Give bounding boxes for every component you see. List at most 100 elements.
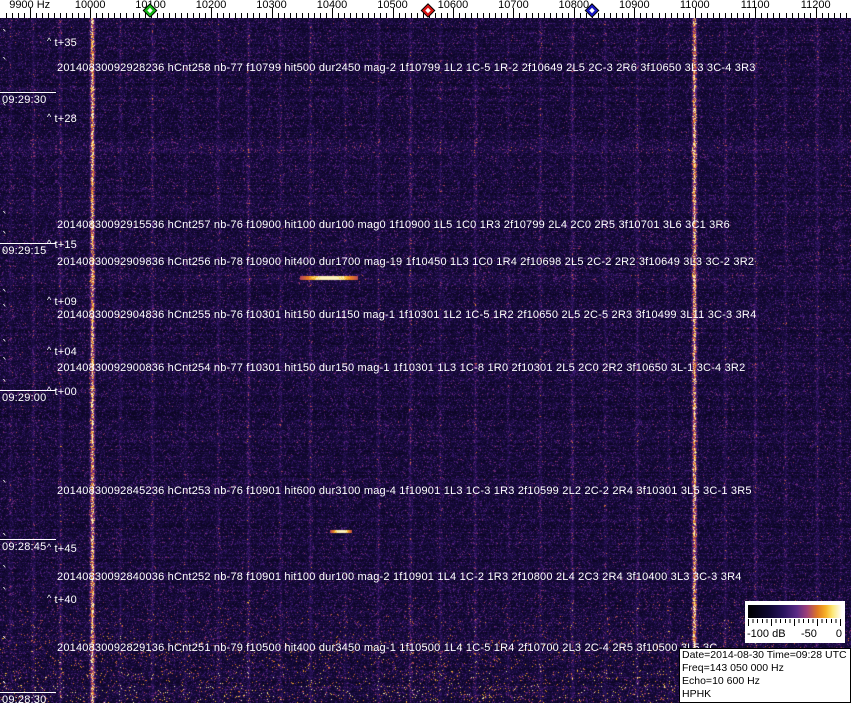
ruler-label: 10600 bbox=[437, 0, 469, 11]
ruler-tick bbox=[579, 13, 581, 18]
ruler-tick bbox=[561, 13, 563, 18]
edge-tick-icon: ` bbox=[1, 29, 9, 44]
ruler-tick bbox=[368, 13, 370, 18]
time-mark-label: t+40 bbox=[54, 594, 77, 606]
time-mark-label: t+45 bbox=[54, 543, 77, 555]
time-mark: ^ t+35 bbox=[47, 36, 77, 49]
time-mark: ^ t+04 bbox=[47, 345, 77, 358]
time-label: 09:29:15 bbox=[2, 245, 47, 257]
ruler-tick bbox=[156, 13, 158, 18]
ruler-tick bbox=[108, 13, 110, 18]
ruler-tick bbox=[434, 13, 436, 18]
ruler-tick bbox=[295, 13, 297, 18]
ruler-tick bbox=[338, 13, 339, 18]
freq-marker-green-icon[interactable] bbox=[142, 3, 158, 18]
ruler-tick bbox=[459, 13, 460, 18]
ruler-tick bbox=[718, 13, 720, 18]
ruler-tick bbox=[223, 13, 225, 18]
db-label-max: 0 bbox=[835, 628, 842, 640]
edge-tick-icon: ` bbox=[1, 339, 9, 354]
ruler-tick bbox=[821, 13, 823, 18]
ruler-tick bbox=[646, 13, 648, 18]
ruler-tick bbox=[144, 13, 146, 18]
ruler-tick bbox=[664, 13, 666, 18]
spectrogram-display[interactable] bbox=[0, 18, 851, 703]
ruler-tick bbox=[797, 13, 799, 18]
ruler-label: 11000 bbox=[679, 0, 710, 11]
ruler-tick bbox=[507, 13, 509, 18]
ruler-tick bbox=[706, 13, 708, 18]
ruler-tick bbox=[59, 13, 61, 18]
info-box: Date=2014-08-30 Time=09:28 UTC Freq=143 … bbox=[679, 648, 851, 703]
ruler-tick bbox=[833, 13, 835, 18]
ruler-tick bbox=[174, 13, 176, 18]
time-mark-label: t+04 bbox=[54, 346, 77, 358]
ruler-tick bbox=[17, 13, 19, 18]
ruler-tick bbox=[567, 13, 569, 18]
info-frequency: Freq=143 050 000 Hz bbox=[682, 662, 784, 674]
ruler-tick bbox=[72, 13, 73, 18]
detection-line: 20140830092900836 hCnt254 nb-77 f10301 h… bbox=[57, 362, 746, 374]
time-mark: ^ t+40 bbox=[47, 593, 77, 606]
ruler-tick bbox=[114, 13, 116, 18]
ruler-tick bbox=[326, 13, 327, 18]
detection-line: 20140830092845236 hCnt253 nb-76 f10901 h… bbox=[57, 485, 752, 497]
ruler-tick bbox=[471, 13, 473, 18]
ruler-tick bbox=[640, 13, 642, 18]
time-tick-line bbox=[0, 539, 56, 540]
ruler-tick bbox=[138, 13, 140, 18]
ruler-tick bbox=[180, 13, 182, 18]
detection-line: 20140830092840036 hCnt252 nb-78 f10901 h… bbox=[57, 571, 742, 583]
db-scale-legend: -100 dB -50 0 bbox=[745, 601, 845, 643]
edge-tick-icon: ` bbox=[1, 211, 9, 226]
ruler-tick bbox=[356, 13, 358, 18]
time-mark-label: t+28 bbox=[54, 113, 77, 125]
freq-marker-blue-icon[interactable] bbox=[584, 3, 600, 18]
time-label: 09:29:30 bbox=[2, 94, 47, 106]
caret-icon: ^ bbox=[47, 593, 52, 603]
ruler-tick bbox=[41, 13, 43, 18]
time-tick-line bbox=[0, 92, 56, 93]
edge-tick-icon: ` bbox=[1, 587, 9, 602]
ruler-tick bbox=[277, 13, 279, 18]
ruler-tick bbox=[628, 13, 630, 18]
ruler-tick bbox=[827, 13, 829, 18]
time-label: 09:28:45 bbox=[2, 541, 47, 553]
ruler-tick bbox=[749, 13, 751, 18]
edge-tick-icon: ` bbox=[1, 565, 9, 580]
time-mark: ^ t+45 bbox=[47, 542, 77, 555]
freq-marker-red-icon[interactable] bbox=[420, 3, 436, 18]
ruler-tick bbox=[271, 8, 273, 18]
ruler-tick bbox=[815, 8, 817, 18]
ruler-tick bbox=[11, 13, 13, 18]
db-label-mid: -50 bbox=[801, 628, 817, 640]
ruler-label: 11200 bbox=[800, 0, 831, 11]
ruler-tick bbox=[477, 13, 479, 18]
ruler-label: 10900 bbox=[619, 0, 650, 11]
edge-tick-icon: ` bbox=[1, 357, 9, 372]
ruler-tick bbox=[217, 13, 219, 18]
time-mark-label: t+35 bbox=[54, 37, 77, 49]
edge-tick-icon: ` bbox=[1, 304, 9, 319]
ruler-tick bbox=[755, 8, 757, 18]
edge-tick-icon: ` bbox=[1, 57, 9, 72]
ruler-tick bbox=[350, 13, 352, 18]
ruler-label: 9900 Hz bbox=[9, 0, 51, 11]
ruler-tick bbox=[84, 13, 86, 18]
detection-line: 20140830092829136 hCnt251 nb-79 f10500 h… bbox=[57, 642, 718, 654]
time-mark: ^ t+15 bbox=[47, 238, 77, 251]
edge-tick-icon: ` bbox=[1, 289, 9, 304]
detection-line: 20140830092909836 hCnt256 nb-78 f10900 h… bbox=[57, 256, 755, 268]
ruler-tick bbox=[452, 8, 454, 18]
ruler-tick bbox=[5, 13, 7, 18]
ruler-tick bbox=[247, 13, 249, 18]
ruler-tick bbox=[549, 13, 551, 18]
time-mark: ^ t+28 bbox=[47, 112, 77, 125]
ruler-tick bbox=[35, 13, 37, 18]
ruler-tick bbox=[199, 13, 200, 18]
ruler-label: 10300 bbox=[256, 0, 287, 11]
edge-tick-icon: ` bbox=[1, 533, 9, 548]
ruler-tick bbox=[845, 13, 847, 18]
